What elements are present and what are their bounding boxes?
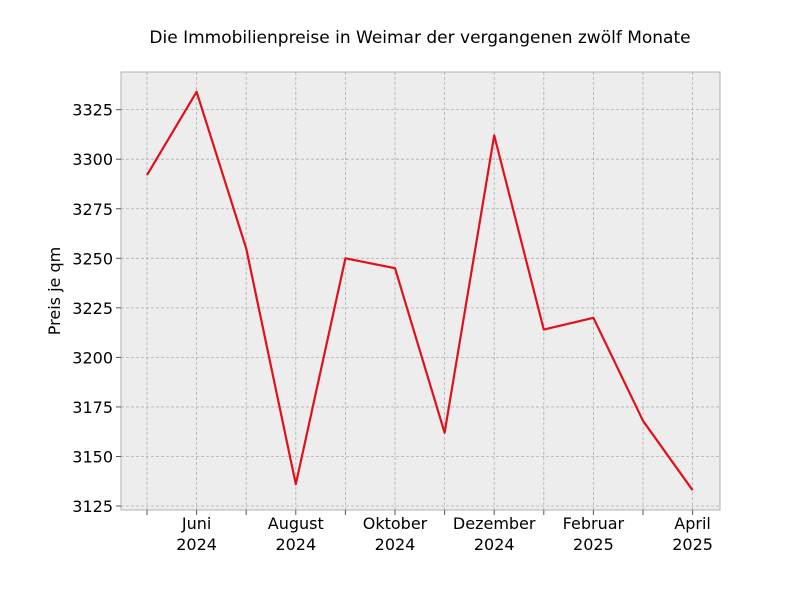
x-tick-label-month: Dezember xyxy=(453,514,536,533)
y-tick-label: 3175 xyxy=(72,398,113,417)
chart-title: Die Immobilienpreise in Weimar der verga… xyxy=(149,28,690,48)
x-axis: Juni 2024 August 2024 Oktober 2024 Dezember 202… xyxy=(146,510,713,554)
y-tick-label: 3225 xyxy=(72,299,113,318)
series-line xyxy=(146,90,694,491)
x-tick-label-month: Februar xyxy=(563,514,625,533)
y-axis: 3125 3150 3175 3200 3225 3250 3275 3300 3325 xyxy=(72,101,121,516)
y-tick-label: 3325 xyxy=(72,101,113,120)
y-tick-label: 3300 xyxy=(72,150,113,169)
series-group xyxy=(146,90,694,491)
x-tick-label-year: 2025 xyxy=(573,535,614,554)
grid xyxy=(121,72,720,510)
y-tick-label: 3275 xyxy=(72,200,113,219)
x-tick-label-year: 2024 xyxy=(375,535,416,554)
y-tick-label: 3150 xyxy=(72,447,113,466)
x-tick-label-year: 2024 xyxy=(176,535,217,554)
x-tick-label-month: Juni xyxy=(181,514,211,533)
x-tick-label-year: 2024 xyxy=(474,535,515,554)
x-tick-label-month: Oktober xyxy=(363,514,428,533)
y-tick-label: 3200 xyxy=(72,348,113,367)
x-tick-label-month: April xyxy=(674,514,711,533)
x-tick-label-month: August xyxy=(268,514,324,533)
x-tick-label-year: 2025 xyxy=(672,535,713,554)
plot-area xyxy=(120,71,721,511)
x-tick-label-year: 2024 xyxy=(275,535,316,554)
y-axis-label: Preis je qm xyxy=(45,247,64,335)
y-tick-label: 3125 xyxy=(72,497,113,516)
y-tick-label: 3250 xyxy=(72,249,113,268)
